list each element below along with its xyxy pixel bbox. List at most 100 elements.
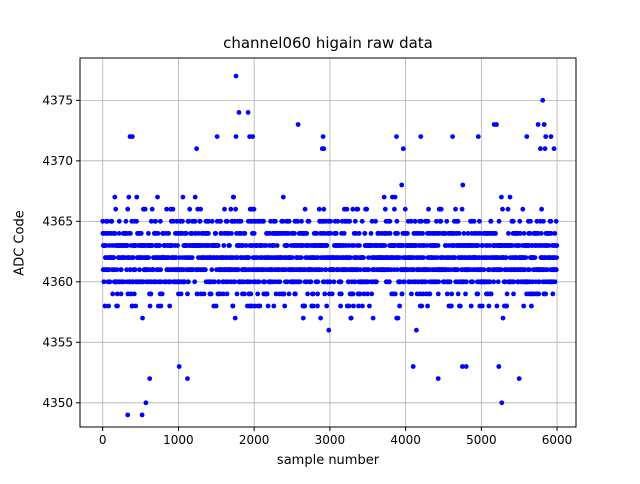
data-point [127, 267, 133, 273]
data-point [420, 231, 425, 236]
data-point [350, 206, 356, 212]
data-point [517, 218, 523, 224]
data-point [496, 218, 502, 224]
data-point [554, 255, 559, 260]
data-point [166, 231, 172, 236]
data-point [150, 267, 156, 273]
data-point [335, 218, 341, 224]
data-point [457, 303, 463, 309]
data-point [134, 218, 140, 224]
data-point [352, 218, 358, 224]
data-point [218, 218, 224, 224]
outlier-point [410, 364, 416, 369]
data-point [273, 218, 278, 224]
data-point [480, 243, 485, 248]
data-point [295, 218, 301, 224]
data-point [178, 291, 184, 297]
data-point [101, 279, 107, 285]
outlier-point [542, 146, 548, 152]
data-point [374, 279, 379, 285]
data-point [507, 194, 513, 200]
data-point [369, 291, 375, 297]
data-point [397, 255, 403, 260]
data-point [112, 231, 118, 236]
outlier-point [245, 110, 251, 115]
data-point [461, 231, 467, 236]
data-point [356, 231, 362, 236]
data-point [506, 231, 511, 236]
data-point [412, 218, 418, 224]
x-tick-label: 6000 [542, 433, 573, 447]
data-point [399, 291, 405, 297]
data-point [427, 291, 433, 297]
data-point [174, 218, 180, 224]
data-point [277, 279, 283, 285]
data-point [319, 267, 325, 273]
data-point [487, 243, 492, 248]
data-point [215, 243, 221, 248]
data-point [128, 291, 134, 297]
data-point [289, 255, 295, 260]
outlier-point [125, 412, 131, 418]
data-point [367, 303, 372, 309]
data-point [149, 206, 155, 212]
outlier-point [250, 134, 256, 140]
data-point [286, 291, 292, 297]
data-point [366, 267, 372, 273]
outlier-point [538, 146, 543, 152]
data-point [529, 303, 534, 309]
data-point [146, 255, 152, 260]
data-point [324, 303, 330, 309]
data-point [273, 291, 279, 297]
data-point [381, 194, 387, 200]
data-point [486, 303, 492, 309]
data-point [521, 231, 527, 236]
data-point [346, 303, 352, 309]
data-point [103, 243, 109, 248]
data-points [100, 73, 560, 418]
x-tick-label: 5000 [466, 433, 497, 447]
data-point [552, 231, 558, 236]
data-point [158, 303, 164, 309]
data-point [192, 194, 198, 200]
data-point [331, 279, 337, 285]
data-point [255, 291, 261, 297]
data-point [521, 303, 527, 309]
data-point [324, 243, 330, 248]
data-point [251, 231, 257, 236]
data-point [153, 218, 159, 224]
data-point [263, 243, 269, 248]
data-point [438, 218, 444, 224]
data-point [387, 279, 392, 285]
data-point [499, 194, 504, 200]
data-point [221, 243, 227, 248]
data-point [192, 279, 198, 285]
data-point [102, 303, 108, 309]
data-point [338, 291, 344, 297]
data-point [238, 218, 244, 224]
outlier-point [185, 376, 190, 381]
data-point [373, 218, 378, 224]
data-point [228, 206, 234, 212]
data-point [548, 231, 554, 236]
grid-lines [80, 58, 576, 427]
data-point [487, 279, 493, 285]
data-point [401, 279, 407, 285]
data-point [361, 255, 366, 260]
data-point [111, 255, 117, 260]
data-point [189, 255, 195, 260]
data-point [206, 218, 212, 224]
data-point [502, 279, 508, 285]
x-tick-label: 4000 [390, 433, 421, 447]
data-point [232, 279, 238, 285]
data-point [488, 218, 494, 224]
data-point [123, 218, 129, 224]
data-point [224, 291, 230, 297]
x-tick-label: 2000 [239, 433, 270, 447]
data-point [187, 206, 193, 212]
y-axis-ticks: 4350 4355 4360 4365 4370 4375 [42, 93, 80, 410]
data-point [463, 291, 468, 297]
data-point [229, 231, 234, 236]
